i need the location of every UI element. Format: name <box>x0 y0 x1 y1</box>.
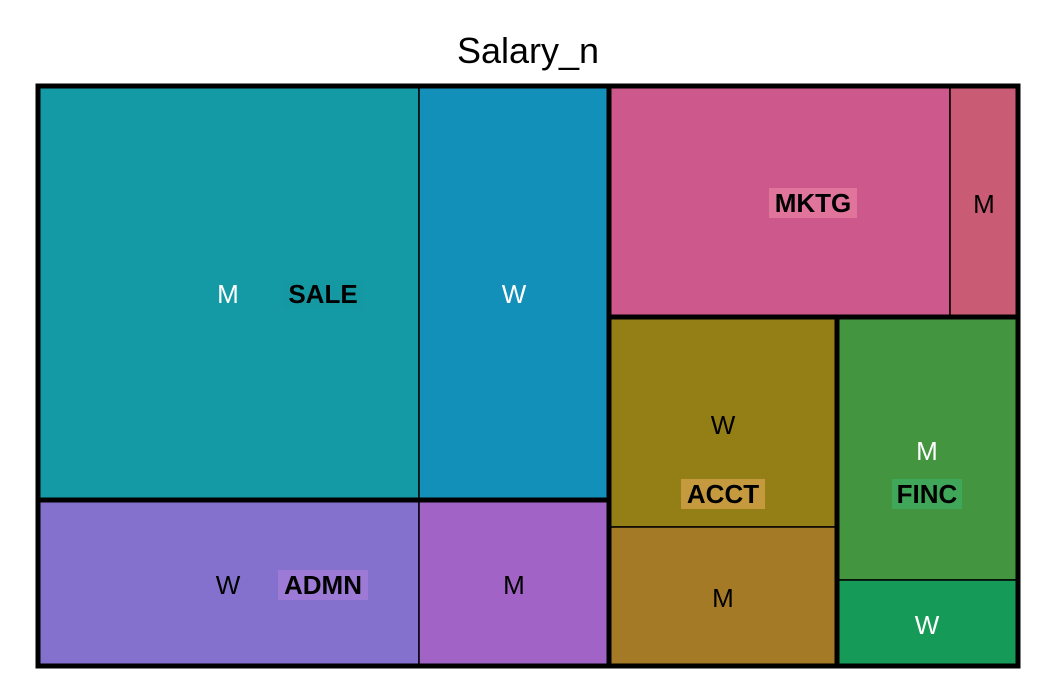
group-label-finc: FINC <box>897 479 958 509</box>
group-label-bg-sale <box>283 279 363 309</box>
treemap-border <box>35 83 1021 669</box>
tile-label-acct-2: M <box>712 583 734 613</box>
group-label-mktg: MKTG <box>775 188 852 218</box>
group-label-acct: ACCT <box>687 479 759 509</box>
group-label-bg-finc <box>892 479 962 509</box>
tile-label-admn-1: W <box>216 570 241 600</box>
group-label-bg-acct <box>681 479 765 509</box>
tile-label-mktg-2: M <box>973 189 995 219</box>
tile-label-sale-2: W <box>502 279 527 309</box>
group-label-admn: ADMN <box>284 570 362 600</box>
tile-admn-2 <box>418 499 610 667</box>
tile-acct-2 <box>608 526 838 667</box>
group-label-sale: SALE <box>288 279 357 309</box>
tile-label-finc-2: W <box>915 610 940 640</box>
group-label-bg-admn <box>278 570 368 600</box>
tile-label-finc-1: M <box>916 436 938 466</box>
tile-finc-2 <box>836 579 1019 667</box>
chart-title: Salary_n <box>456 30 600 71</box>
tile-label-acct-1: W <box>711 410 736 440</box>
tile-label-admn-2: M <box>503 570 525 600</box>
group-label-bg-mktg <box>769 188 857 218</box>
tile-label-sale-1: M <box>217 279 239 309</box>
